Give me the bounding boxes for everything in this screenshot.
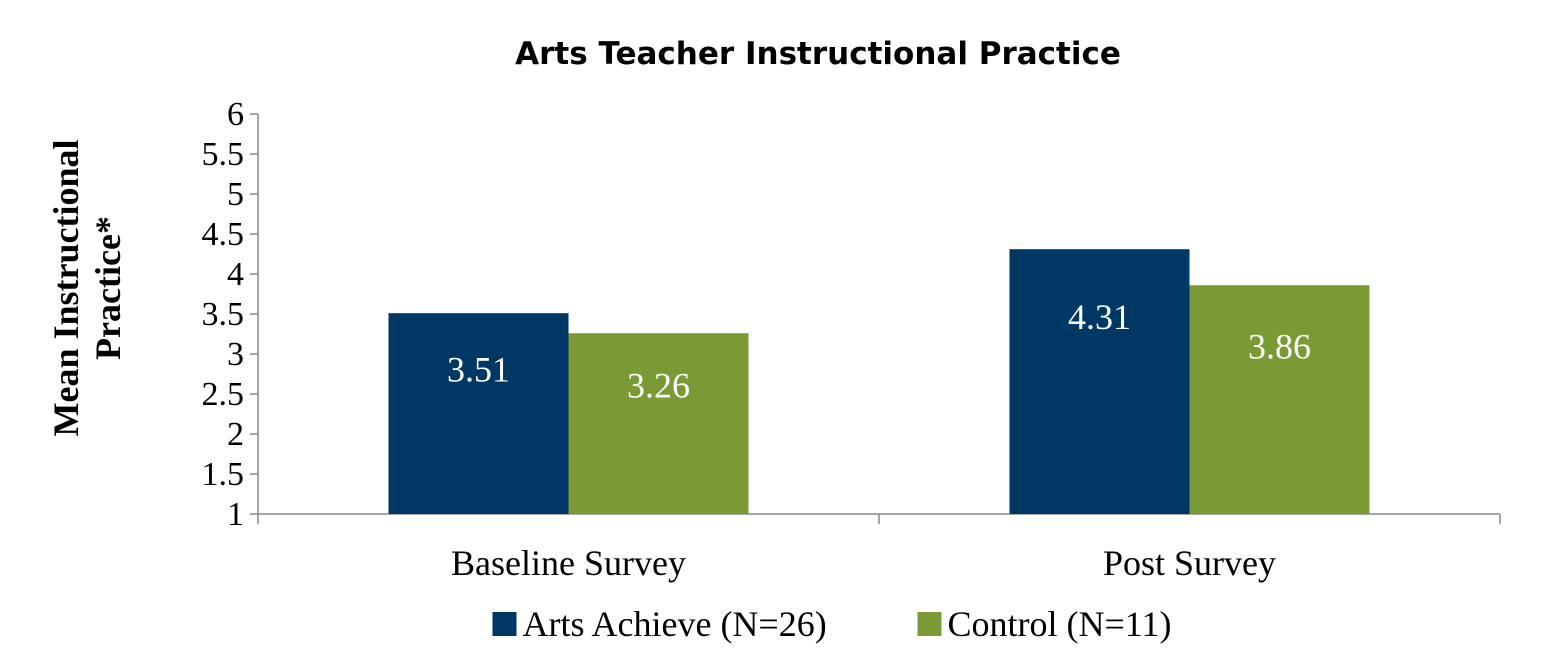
- bar: [388, 313, 569, 514]
- y-tick-label: 6: [227, 96, 244, 133]
- y-axis-label: Mean InstructionalPractice*: [46, 140, 128, 437]
- axes: 11.522.533.544.555.56 Baseline Survey Post…: [202, 96, 1501, 583]
- y-tick-label: 3: [227, 336, 244, 373]
- data-label: 3.51: [447, 349, 510, 389]
- y-tick-label: 4.5: [202, 216, 245, 253]
- legend-label: Control (N=11): [948, 604, 1172, 644]
- y-tick-label: 1.5: [202, 456, 245, 493]
- data-label: 3.26: [627, 366, 690, 406]
- x-category-label: Baseline Survey: [451, 543, 686, 583]
- y-tick-label: 5.5: [202, 136, 245, 173]
- y-tick-label: 1: [227, 496, 244, 533]
- legend-swatch: [917, 612, 942, 636]
- bar: [1009, 249, 1190, 514]
- legend-swatch: [492, 612, 517, 636]
- bar: [1189, 285, 1370, 514]
- data-label: 3.86: [1248, 326, 1311, 366]
- y-tick-label: 5: [227, 176, 244, 213]
- legend-label: Arts Achieve (N=26): [523, 604, 827, 644]
- y-tick-label: 4: [227, 256, 244, 293]
- y-tick-label: 2: [227, 416, 244, 453]
- data-label: 4.31: [1068, 297, 1131, 337]
- bars: 3.51 3.26 4.31 3.86: [388, 249, 1370, 514]
- legend: Arts Achieve (N=26) Control (N=11): [492, 604, 1172, 644]
- bar: [568, 333, 749, 514]
- y-tick-label: 3.5: [202, 296, 245, 333]
- svg-text:Mean InstructionalPractice*: Mean InstructionalPractice*: [46, 140, 128, 437]
- chart-title: Arts Teacher Instructional Practice: [515, 36, 1121, 72]
- x-category-label: Post Survey: [1103, 543, 1276, 583]
- y-tick-label: 2.5: [202, 376, 245, 413]
